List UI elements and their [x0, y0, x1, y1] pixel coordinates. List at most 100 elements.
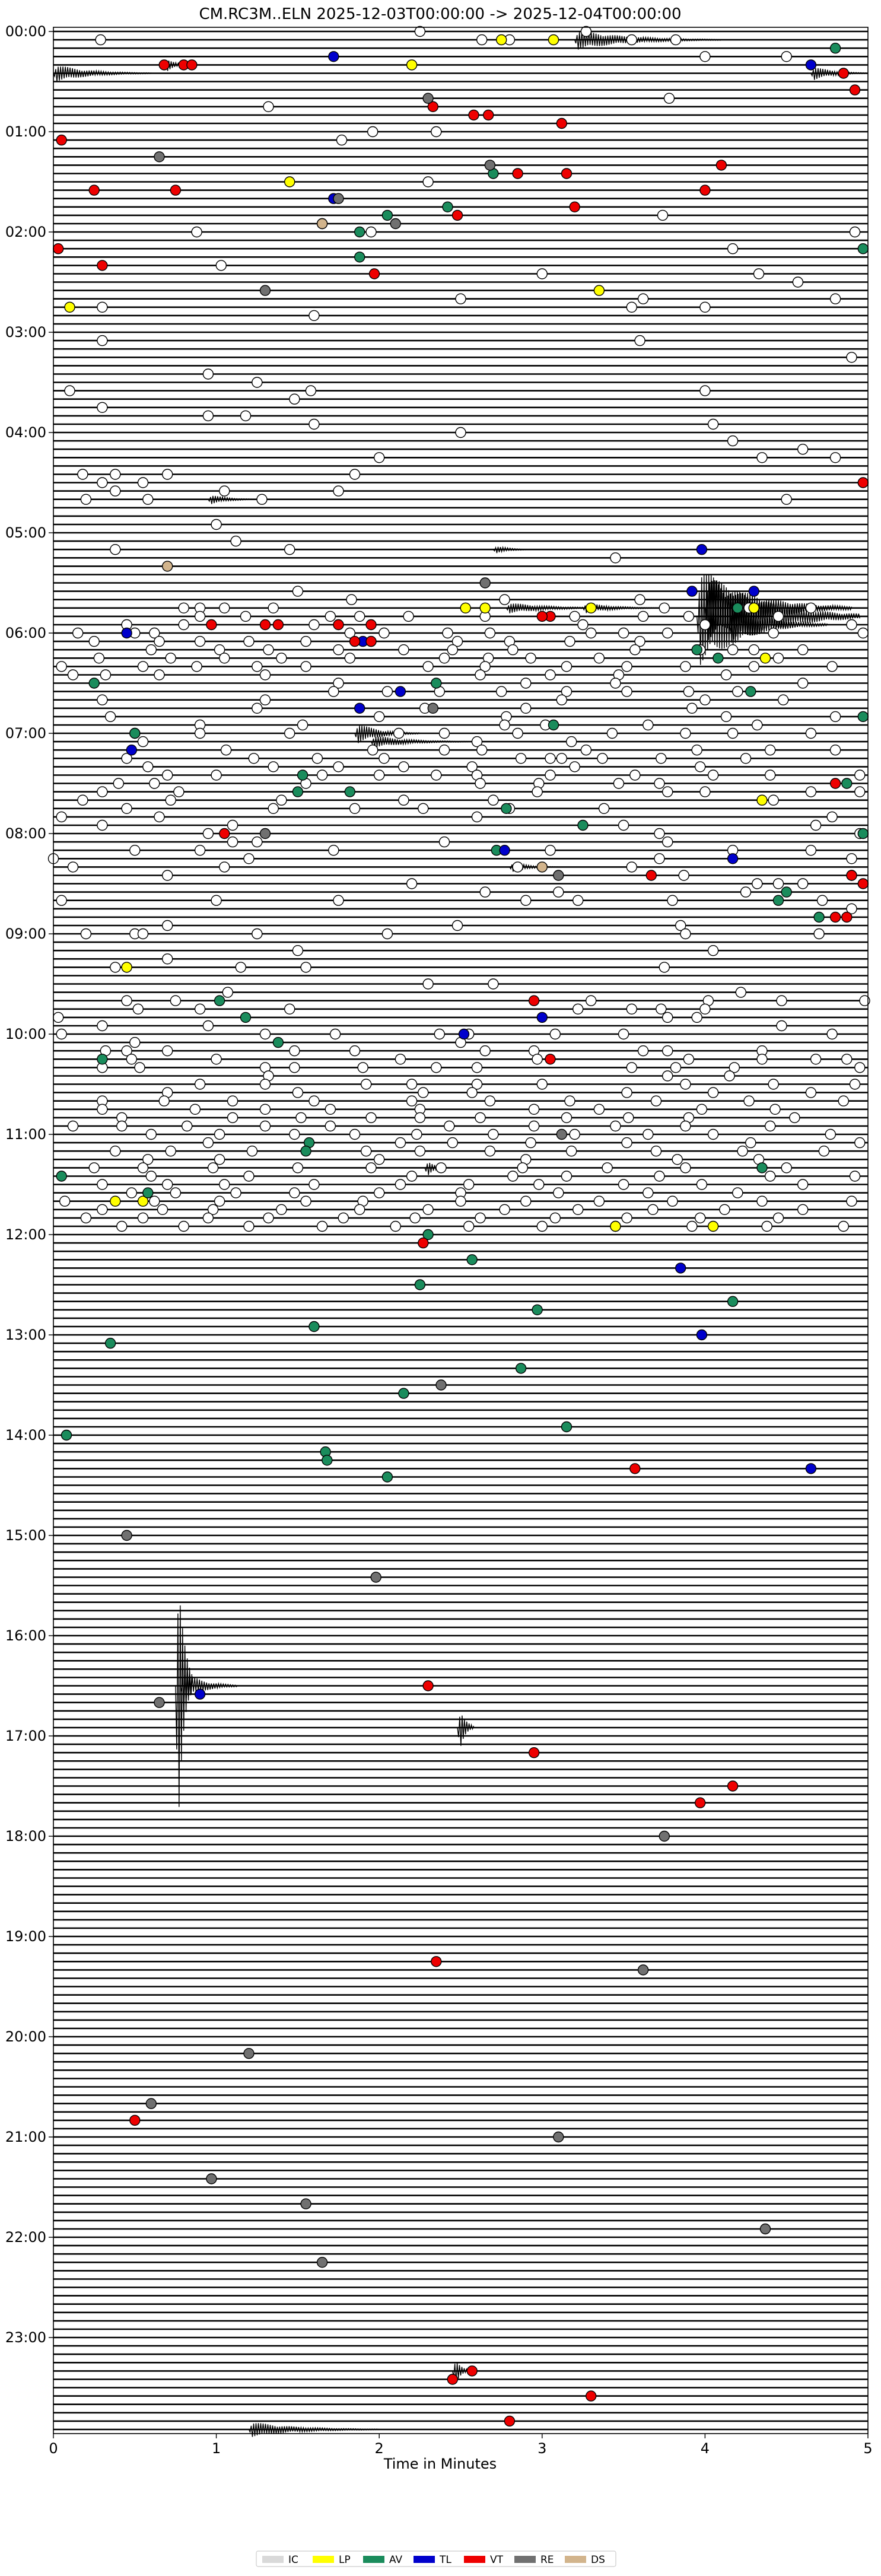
event-marker-ic — [545, 753, 556, 764]
event-marker-ic — [268, 761, 279, 772]
event-marker-vt — [186, 59, 198, 71]
event-marker-ic — [484, 627, 496, 639]
event-marker-ic — [621, 661, 632, 672]
event-marker-re — [121, 1529, 132, 1541]
event-marker-ic — [346, 594, 357, 605]
event-marker-av — [354, 252, 365, 263]
event-marker-ic — [768, 627, 779, 639]
event-marker-ic — [764, 1171, 776, 1182]
event-marker-ic — [110, 962, 121, 973]
event-marker-ic — [97, 1204, 108, 1216]
event-marker-ic — [699, 385, 711, 396]
event-marker-av — [381, 209, 393, 221]
event-marker-lp — [121, 962, 132, 973]
event-marker-ic — [512, 861, 523, 873]
event-marker-ic — [207, 1162, 219, 1173]
event-marker-ic — [661, 786, 673, 797]
event-marker-ic — [580, 26, 592, 37]
y-tick-label: 23:00 — [5, 2329, 46, 2346]
event-marker-ic — [248, 753, 259, 764]
event-marker-ic — [451, 920, 463, 931]
legend-swatch-re — [514, 2556, 536, 2563]
event-marker-ic — [406, 1171, 418, 1182]
event-marker-ic — [573, 1204, 584, 1216]
legend: IC LP AV TL VT RE DS — [256, 2550, 616, 2567]
event-marker-ic — [626, 1062, 638, 1073]
event-marker-vt — [586, 2390, 597, 2402]
x-tick-label: 1 — [212, 2440, 221, 2457]
event-marker-ic — [764, 1120, 776, 1132]
event-marker-ic — [672, 1154, 683, 1165]
event-marker-ic — [329, 1028, 341, 1040]
event-marker-ic — [222, 987, 233, 998]
event-marker-tl — [194, 1688, 206, 1700]
event-marker-lp — [284, 176, 295, 187]
event-marker-ic — [735, 987, 747, 998]
event-marker-ic — [149, 627, 160, 639]
event-marker-ic — [707, 1128, 719, 1140]
event-marker-ic — [191, 661, 202, 672]
event-marker-ic — [121, 753, 132, 764]
event-marker-vt — [528, 1747, 540, 1758]
event-marker-ic — [829, 744, 841, 756]
event-marker-ic — [110, 1145, 121, 1157]
event-marker-ic — [97, 786, 108, 797]
event-marker-ic — [398, 761, 409, 772]
event-marker-ic — [816, 895, 828, 906]
event-marker-ic — [252, 661, 263, 672]
event-marker-ic — [59, 1195, 71, 1207]
event-marker-lp — [406, 59, 418, 71]
event-marker-ic — [626, 301, 638, 313]
event-marker-lp — [110, 1195, 121, 1207]
event-marker-ic — [463, 1179, 475, 1190]
event-marker-re — [145, 2098, 157, 2109]
event-marker-vt — [431, 1956, 442, 1967]
event-marker-av — [104, 1337, 116, 1349]
event-marker-ic — [414, 1112, 426, 1124]
event-marker-ic — [699, 619, 711, 631]
y-tick-label: 18:00 — [5, 1828, 46, 1844]
event-marker-ic — [126, 1054, 138, 1065]
event-marker-vt — [629, 1463, 641, 1474]
event-marker-vt — [829, 911, 841, 923]
event-marker-ic — [214, 1154, 225, 1165]
event-marker-ic — [484, 1095, 496, 1106]
event-marker-ic — [475, 1212, 486, 1224]
waveform-burst — [492, 545, 535, 554]
event-marker-ic — [276, 1204, 287, 1216]
event-marker-ic — [748, 644, 760, 656]
event-marker-ic — [797, 878, 809, 889]
event-marker-av — [354, 226, 365, 238]
event-marker-ic — [259, 1120, 271, 1132]
event-marker-ic — [629, 769, 641, 781]
event-marker-vt — [466, 2365, 478, 2377]
waveform-burst — [457, 1715, 475, 1746]
event-marker-ic — [637, 293, 649, 304]
event-marker-ic — [97, 694, 108, 705]
waveform-burst — [729, 608, 828, 645]
legend-label-tl: TL — [439, 2554, 451, 2566]
event-marker-ic — [471, 736, 483, 748]
y-tick-label: 00:00 — [5, 23, 46, 40]
event-marker-ic — [137, 477, 149, 488]
y-tick-label: 22:00 — [5, 2229, 46, 2246]
event-marker-ic — [189, 1103, 201, 1115]
waveform-burst — [175, 1605, 193, 1807]
x-tick-label: 2 — [375, 2440, 384, 2457]
event-marker-ic — [361, 1079, 372, 1090]
event-marker-ic — [137, 661, 149, 672]
event-marker-lp — [64, 301, 75, 313]
event-marker-ic — [158, 1095, 170, 1106]
y-tick-label: 16:00 — [5, 1627, 46, 1644]
event-marker-ic — [720, 669, 732, 680]
event-marker-ic — [580, 744, 592, 756]
event-marker-ic — [165, 1145, 176, 1157]
event-marker-ic — [623, 1112, 634, 1124]
y-axis-ticks: 00:00 01:00 02:00 03:00 04:00 05:00 06:00 07:00… — [5, 23, 53, 2346]
event-marker-ic — [846, 352, 857, 363]
event-marker-vt — [838, 68, 850, 79]
event-marker-ic — [484, 1145, 496, 1157]
event-marker-ic — [367, 744, 379, 756]
event-marker-ic — [398, 794, 409, 806]
